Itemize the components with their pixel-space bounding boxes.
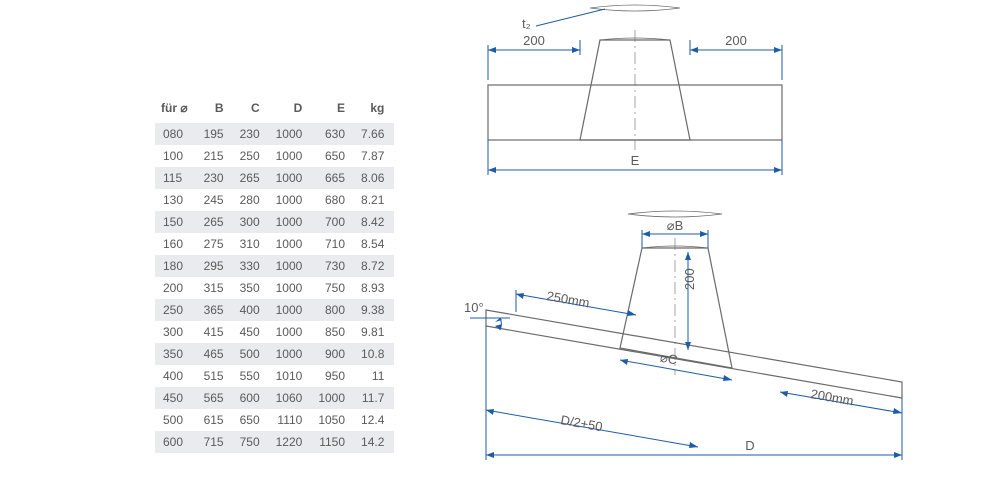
angled-view-diagram: ⌀B 200 250mm ⌀C 200mm xyxy=(450,200,990,500)
label-r250: 250mm xyxy=(545,288,590,310)
col-header-5: kg xyxy=(355,95,394,123)
table-row: 10021525010006507.87 xyxy=(155,145,394,167)
label-phiB: ⌀B xyxy=(667,218,684,233)
table-row: 15026530010007008.42 xyxy=(155,211,394,233)
table-row: 11523026510006658.06 xyxy=(155,167,394,189)
table-row: 400515550101095011 xyxy=(155,365,394,387)
table-row: 13024528010006808.21 xyxy=(155,189,394,211)
col-header-3: D xyxy=(270,95,313,123)
label-r200mm: 200mm xyxy=(809,386,854,408)
label-phiC: ⌀C xyxy=(659,350,679,368)
table-row: 25036540010008009.38 xyxy=(155,299,394,321)
dimensions-table: für ⌀BCDEkg 08019523010006307.6610021525… xyxy=(155,95,394,453)
table-row: 08019523010006307.66 xyxy=(155,123,394,145)
col-header-2: C xyxy=(234,95,270,123)
col-header-0: für ⌀ xyxy=(155,95,198,123)
table-row: 18029533010007308.72 xyxy=(155,255,394,277)
label-half: D/2+50 xyxy=(559,412,603,434)
table-row: 4505656001060100011.7 xyxy=(155,387,394,409)
label-v200: 200 xyxy=(682,268,697,290)
table-row: 20031535010007508.93 xyxy=(155,277,394,299)
label-D: D xyxy=(745,438,754,453)
label-E: E xyxy=(631,153,640,168)
label-right-200: 200 xyxy=(725,33,747,48)
col-header-1: B xyxy=(198,95,234,123)
table-row: 30041545010008509.81 xyxy=(155,321,394,343)
label-t2: t₂ xyxy=(522,16,531,31)
top-view-diagram: t₂ 200 200 xyxy=(450,0,970,200)
table-row: 16027531010007108.54 xyxy=(155,233,394,255)
label-angle: 10° xyxy=(464,300,484,315)
table-row: 6007157501220115014.2 xyxy=(155,431,394,453)
table-row: 350465500100090010.8 xyxy=(155,343,394,365)
col-header-4: E xyxy=(312,95,355,123)
label-left-200: 200 xyxy=(523,33,545,48)
table-row: 5006156501110105012.4 xyxy=(155,409,394,431)
